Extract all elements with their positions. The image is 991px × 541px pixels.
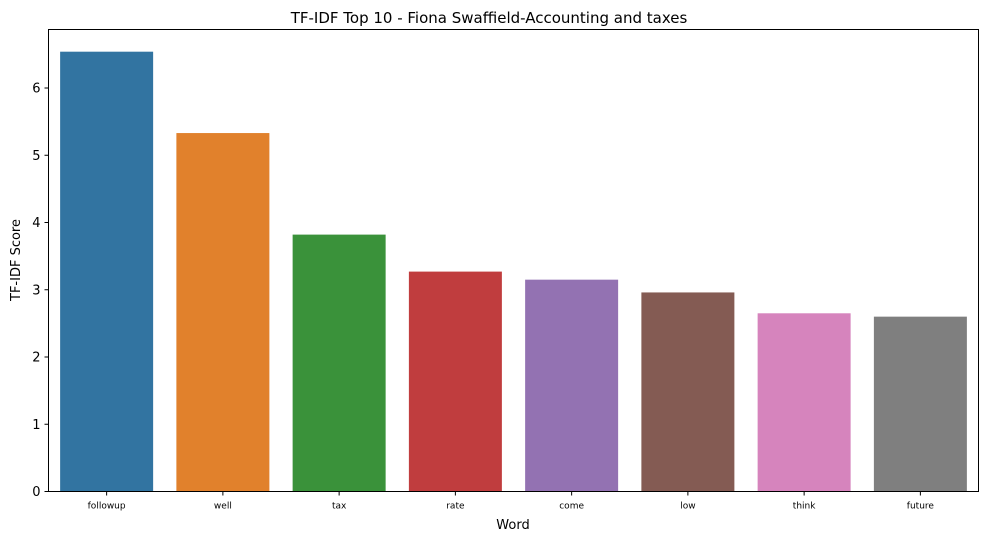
x-tick-label: followup [88, 502, 126, 512]
chart-title: TF-IDF Top 10 - Fiona Swaffield-Accounti… [290, 9, 688, 27]
bar-come [525, 279, 619, 492]
y-tick-label: 4 [32, 216, 40, 231]
y-axis-label: TF-IDF Score [9, 219, 24, 302]
x-axis-label: Word [496, 518, 529, 533]
y-tick-label: 1 [32, 418, 40, 433]
bar-low [641, 292, 735, 492]
plot-frame [48, 29, 979, 492]
x-tick-label: well [214, 502, 232, 512]
bar-future [873, 316, 967, 492]
bar-well [176, 133, 270, 492]
bar-think [757, 313, 851, 492]
bar-tax [292, 234, 386, 492]
x-tick-label: future [907, 502, 935, 512]
bars [60, 51, 967, 492]
x-tick-label: come [559, 502, 584, 512]
x-tick-label: low [680, 502, 695, 512]
bar-followup [60, 51, 154, 492]
x-axis-ticks: followup well tax rate come low think future [88, 491, 935, 512]
bar-rate [408, 271, 502, 492]
y-tick-label: 0 [32, 485, 40, 500]
y-tick-label: 6 [32, 82, 40, 97]
y-tick-label: 2 [32, 351, 40, 366]
x-tick-label: rate [446, 502, 465, 512]
x-tick-label: tax [332, 502, 347, 512]
y-tick-label: 3 [32, 283, 40, 298]
x-tick-label: think [793, 502, 816, 512]
y-axis-ticks: 0 1 2 3 4 5 6 [32, 82, 49, 500]
y-tick-label: 5 [32, 149, 40, 164]
